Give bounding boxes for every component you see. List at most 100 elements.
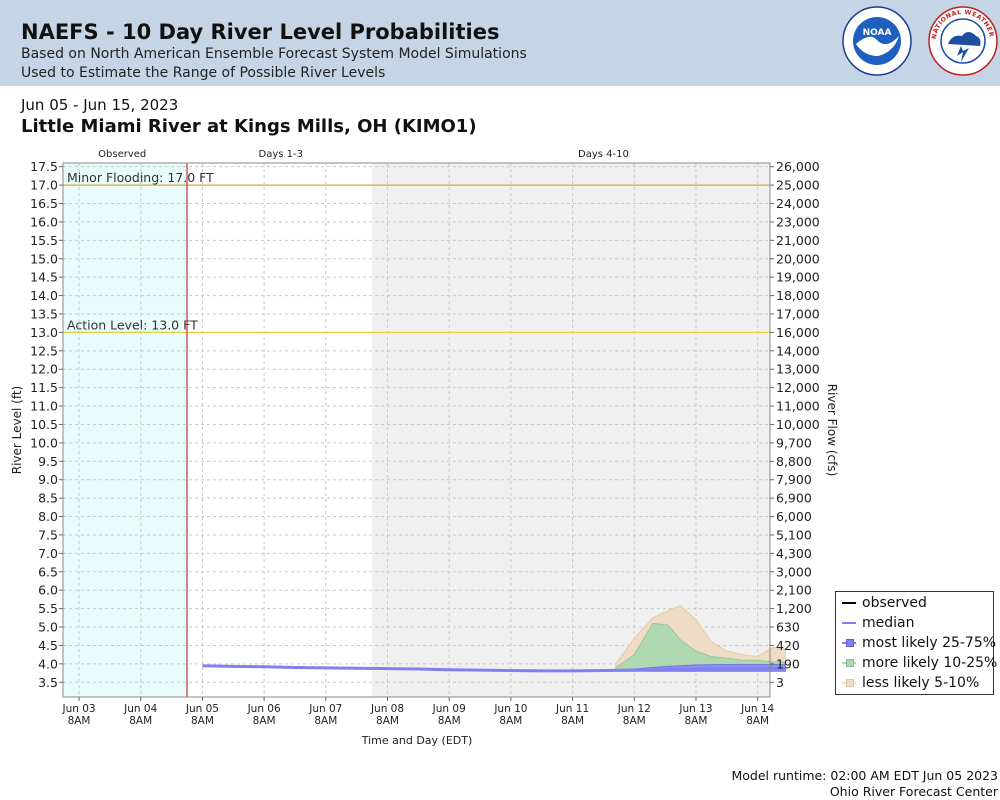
flow-tick-label: 7,900 (776, 472, 812, 487)
legend-label-10-25: more likely 10-25% (862, 655, 998, 671)
flow-tick-label: 12,000 (776, 380, 820, 395)
y-tick-label: 8.0 (38, 509, 58, 524)
flow-tick-label: 16,000 (776, 325, 820, 340)
subtitle-line-1: Based on North American Ensemble Forecas… (21, 46, 527, 62)
chart-legend: observed median most likely 25-75% more … (835, 591, 997, 695)
flow-tick-label: 20,000 (776, 251, 820, 266)
flow-tick-label: 190 (776, 656, 800, 671)
y-tick-label: 3.5 (38, 675, 58, 690)
x-tick-label: Jun 09 (432, 703, 466, 715)
y-tick-label: 16.0 (30, 214, 58, 229)
section-label: Observed (98, 149, 146, 160)
y-tick-label: 9.5 (38, 454, 58, 469)
legend-item-5-10: less likely 5-10% (842, 673, 979, 693)
flow-tick-label: 8,800 (776, 454, 812, 469)
flow-tick-label: 6,900 (776, 491, 812, 506)
y-tick-label: 11.5 (30, 380, 58, 395)
x-tick-label: Jun 11 (555, 703, 589, 715)
legend-label-5-10: less likely 5-10% (862, 675, 980, 691)
flow-tick-label: 24,000 (776, 196, 820, 211)
days-4-10-region (372, 163, 770, 697)
y-tick-label: 16.5 (30, 196, 58, 211)
y-tick-label: 5.5 (38, 601, 58, 616)
x-tick-label: Jun 10 (493, 703, 527, 715)
y-tick-label: 11.0 (30, 399, 58, 414)
y-axis-right-title: River Flow (cfs) (825, 384, 839, 477)
y-tick-label: 17.5 (30, 159, 58, 174)
y-tick-label: 12.5 (30, 343, 58, 358)
y-tick-label: 10.5 (30, 417, 58, 432)
flow-tick-label: 18,000 (776, 288, 820, 303)
y-tick-label: 10.0 (30, 435, 58, 450)
minor-flood-label: Minor Flooding: 17.0 FT (67, 170, 214, 185)
nws-logo[interactable]: NATIONAL WEATHER SERVICE (928, 6, 998, 76)
x-tick-sublabel: 8AM (746, 715, 769, 727)
legend-item-10-25: more likely 10-25% (842, 653, 997, 673)
x-axis-title: Time and Day (EDT) (361, 734, 473, 747)
y-tick-label: 12.0 (30, 362, 58, 377)
legend-label-25-75: most likely 25-75% (862, 635, 997, 651)
action-level-label: Action Level: 13.0 FT (67, 317, 198, 332)
x-tick-sublabel: 8AM (684, 715, 707, 727)
y-tick-label: 9.0 (38, 472, 58, 487)
median-line (202, 664, 786, 673)
y-tick-label: 15.5 (30, 233, 58, 248)
legend-item-25-75: most likely 25-75% (842, 633, 996, 653)
date-range: Jun 05 - Jun 15, 2023 (21, 96, 179, 114)
y-tick-label: 13.5 (30, 306, 58, 321)
flow-tick-label: 13,000 (776, 362, 820, 377)
legend-swatch-5-10 (842, 678, 856, 688)
flow-tick-label: 2,100 (776, 583, 812, 598)
section-label: Days 4-10 (578, 149, 629, 160)
plot-frame (62, 162, 771, 698)
flow-tick-label: 11,000 (776, 399, 820, 414)
y-tick-label: 6.0 (38, 583, 58, 598)
y-tick-label: 7.0 (38, 546, 58, 561)
y-tick-label: 13.0 (30, 325, 58, 340)
x-tick-label: Jun 14 (740, 703, 774, 715)
x-tick-sublabel: 8AM (68, 715, 91, 727)
flow-tick-label: 630 (776, 620, 800, 635)
flow-tick-label: 5,100 (776, 527, 812, 542)
y-tick-label: 15.0 (30, 251, 58, 266)
section-label: Days 1-3 (259, 149, 303, 160)
y-tick-label: 14.5 (30, 270, 58, 285)
y-axis-title: River Level (ft) (10, 386, 24, 474)
observed-region (63, 163, 188, 697)
y-tick-label: 7.5 (38, 527, 58, 542)
x-tick-sublabel: 8AM (623, 715, 646, 727)
flow-tick-label: 1,200 (776, 601, 812, 616)
x-tick-label: Jun 06 (247, 703, 281, 715)
page-title: NAEFS - 10 Day River Level Probabilities (21, 20, 500, 44)
legend-item-median: median (842, 613, 914, 633)
legend-swatch-median (842, 618, 856, 628)
flow-tick-label: 3 (776, 675, 784, 690)
x-tick-label: Jun 05 (185, 703, 219, 715)
flow-tick-label: 17,000 (776, 306, 820, 321)
legend-swatch-10-25 (842, 658, 856, 668)
legend-item-observed: observed (842, 593, 927, 613)
x-tick-label: Jun 08 (370, 703, 404, 715)
x-tick-sublabel: 8AM (314, 715, 337, 727)
legend-label-observed: observed (862, 595, 927, 611)
noaa-logo[interactable]: NOAA (842, 6, 912, 76)
station-title: Little Miami River at Kings Mills, OH (K… (21, 116, 477, 137)
x-tick-label: Jun 13 (678, 703, 712, 715)
x-tick-label: Jun 07 (308, 703, 342, 715)
flow-tick-label: 19,000 (776, 270, 820, 285)
flow-tick-label: 4,300 (776, 546, 812, 561)
flow-tick-label: 6,000 (776, 509, 812, 524)
forecast-center: Ohio River Forecast Center (829, 784, 998, 799)
header-banner: NAEFS - 10 Day River Level Probabilities… (0, 0, 1000, 86)
noaa-logo-text: NOAA (863, 28, 892, 38)
legend-swatch-observed (842, 598, 856, 608)
y-tick-label: 5.0 (38, 620, 58, 635)
y-tick-label: 14.0 (30, 288, 58, 303)
x-tick-label: Jun 03 (61, 703, 95, 715)
flow-tick-label: 21,000 (776, 233, 820, 248)
flow-tick-label: 14,000 (776, 343, 820, 358)
flow-tick-label: 9,700 (776, 435, 812, 450)
y-tick-label: 6.5 (38, 564, 58, 579)
x-tick-label: Jun 04 (123, 703, 157, 715)
